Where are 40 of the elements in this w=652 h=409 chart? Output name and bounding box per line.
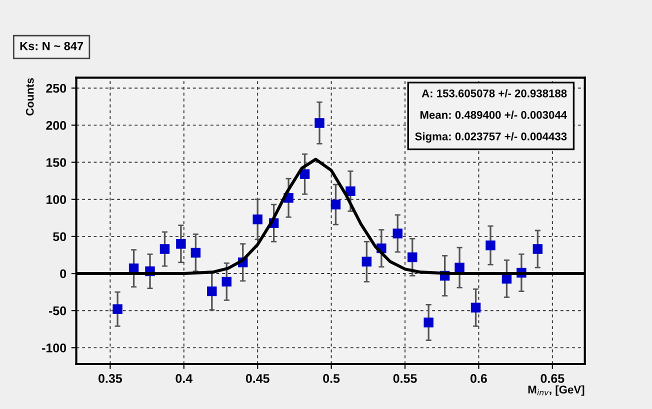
x-tick-label: 0.65 [540,374,564,383]
y-tick-label: 250 [46,84,66,93]
y-tick-label: 50 [53,232,66,242]
point [346,186,356,196]
point [470,302,481,312]
chart-title: Ks: N ~ 847 [20,42,84,50]
y-tick-label: 100 [46,195,66,204]
y-tick-label: 0 [60,269,66,278]
point [176,238,186,249]
y-tick-label: 150 [46,158,66,167]
point [300,169,310,179]
point [222,276,232,287]
point [252,214,262,224]
point [362,256,372,267]
y-tick-label: -50 [48,306,66,316]
point [408,252,418,262]
y-axis-title: Counts [26,78,34,116]
annotation: A: 153.605078 +/- 20.938188 [422,89,567,98]
x-tick-label: 0.55 [393,374,417,383]
point [486,240,496,250]
x-tick-label: 0.5 [323,374,340,383]
point [532,244,543,254]
point [160,244,170,254]
point [207,286,217,296]
x-axis-title: M$_{inv}$, [GeV] [528,385,584,396]
y-tick-label: -100 [42,343,66,352]
x-tick-label: 0.45 [246,374,270,383]
point [424,318,434,328]
x-tick-label: 0.6 [470,374,487,383]
annotation: Mean: 0.489400 +/- 0.003044 [420,110,567,119]
point [330,200,341,210]
annotation: Sigma: 0.023757 +/- 0.004433 [415,132,567,143]
point [314,118,324,128]
x-tick-label: 0.4 [176,374,193,383]
point [454,262,464,272]
point [190,248,201,258]
x-tick-label: 0.35 [98,374,122,383]
point [392,228,402,238]
point [112,304,122,314]
y-tick-label: 200 [46,120,66,130]
